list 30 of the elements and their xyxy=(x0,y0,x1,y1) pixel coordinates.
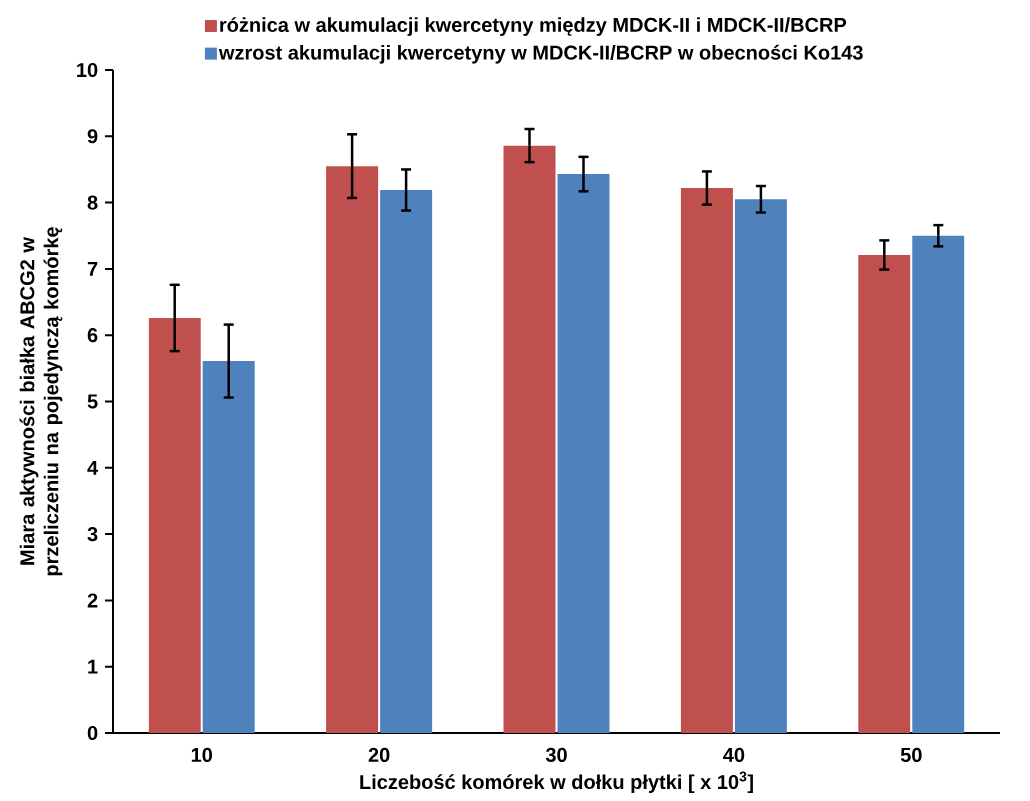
y-tick-label: 5 xyxy=(87,394,98,409)
y-axis-title: Miara aktywności białka ABCG2 w przeliczeniu na pojedynczą komórkę xyxy=(19,227,63,576)
bar xyxy=(326,166,379,733)
x-tick-label: 30 xyxy=(545,747,567,763)
bar xyxy=(734,199,787,733)
y-tick-label: 0 xyxy=(87,725,98,741)
x-tick-label: 40 xyxy=(723,747,745,763)
bar xyxy=(680,188,733,733)
y-tick-label: 9 xyxy=(87,129,98,144)
y-tick-label: 6 xyxy=(87,328,98,343)
legend-label: wzrost akumulacji kwercetyny w MDCK-II/BCRP w obecności Ko143 xyxy=(218,44,863,64)
y-tick-label: 7 xyxy=(87,262,98,276)
x-tick-label: 50 xyxy=(900,747,922,763)
y-tick-label: 1 xyxy=(88,659,98,674)
x-axis-title: Liczebość komórek w dołku płytki [ x 10$^{3}$] xyxy=(360,771,753,794)
bar xyxy=(202,361,255,733)
bar xyxy=(912,235,965,733)
y-tick-label: 4 xyxy=(87,460,99,475)
bar xyxy=(148,317,201,733)
x-tick-label: 20 xyxy=(368,747,390,763)
bar xyxy=(858,254,911,733)
y-tick-label: 2 xyxy=(87,593,98,608)
y-tick-label: 8 xyxy=(87,195,98,210)
bar xyxy=(503,145,556,733)
y-tick-label: 10 xyxy=(77,62,98,78)
bar xyxy=(557,174,610,733)
legend-label: różnica w akumulacji kwercetyny między MDCK-II i MDCK-II/BCRP xyxy=(220,17,847,36)
bar xyxy=(380,190,433,733)
x-tick-label: 10 xyxy=(191,747,212,763)
y-tick-label: 3 xyxy=(87,527,98,542)
